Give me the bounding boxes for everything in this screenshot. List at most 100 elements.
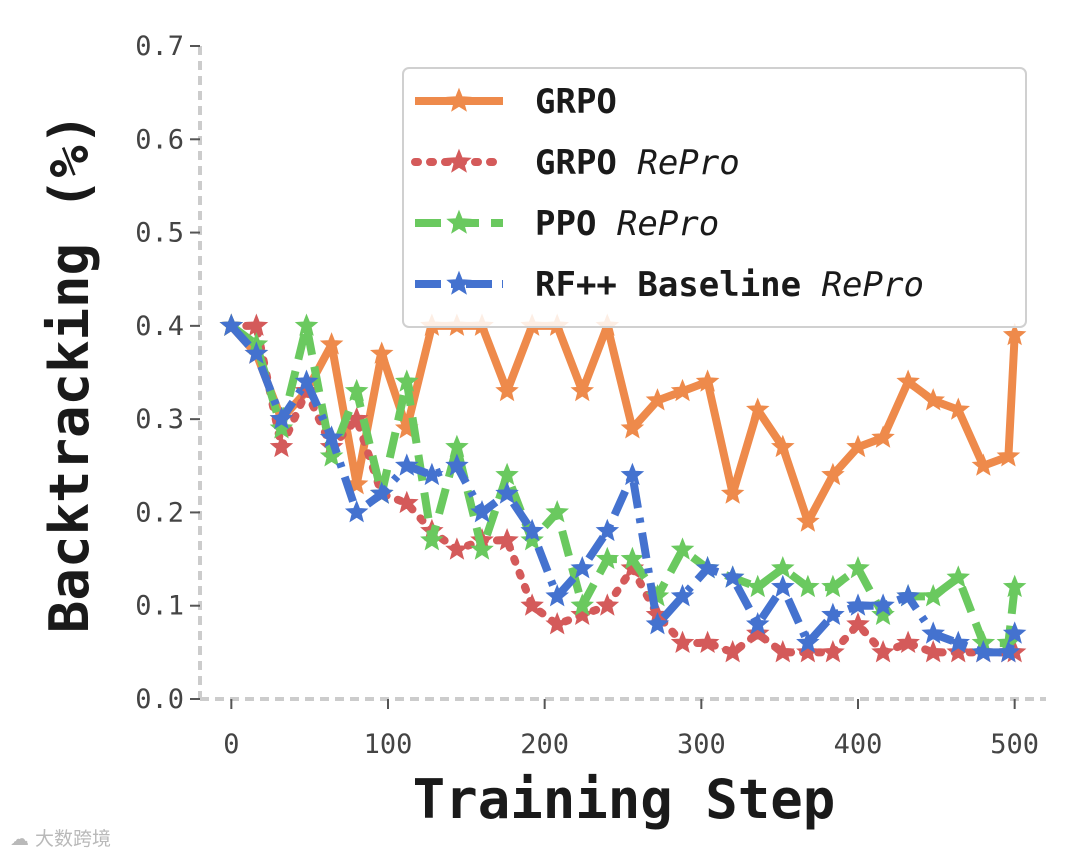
series-marker bbox=[746, 621, 770, 644]
series-marker bbox=[871, 602, 895, 626]
series-marker bbox=[921, 621, 945, 644]
series-marker bbox=[645, 612, 670, 635]
series-marker bbox=[495, 378, 519, 402]
series-marker bbox=[896, 584, 920, 607]
series-marker bbox=[620, 462, 645, 486]
series-marker bbox=[670, 630, 695, 654]
y-tick-label: 0.6 bbox=[135, 124, 184, 155]
watermark-text: 大数跨境 bbox=[35, 828, 112, 850]
series-marker bbox=[1002, 322, 1027, 346]
series-marker bbox=[395, 453, 419, 476]
y-tick-label: 0.3 bbox=[135, 404, 184, 435]
x-tick-label: 100 bbox=[364, 729, 413, 760]
series-marker bbox=[269, 434, 294, 458]
series-marker bbox=[595, 518, 620, 542]
legend-marker-3 bbox=[446, 270, 472, 295]
series-marker bbox=[921, 640, 946, 663]
series-marker bbox=[996, 444, 1021, 467]
series-marker bbox=[294, 313, 319, 336]
series-marker bbox=[996, 640, 1021, 663]
series-marker bbox=[846, 612, 870, 635]
series-marker bbox=[821, 640, 845, 663]
watermark: ☁ 大数跨境 bbox=[10, 824, 111, 851]
series-marker bbox=[946, 565, 970, 588]
series-marker bbox=[720, 565, 745, 588]
series-marker bbox=[746, 612, 770, 635]
series-marker bbox=[570, 602, 595, 626]
y-tick-label: 0.4 bbox=[135, 311, 184, 342]
series-marker bbox=[445, 537, 469, 560]
tick-marks bbox=[190, 45, 1016, 709]
series-marker bbox=[946, 640, 971, 663]
series-marker bbox=[745, 574, 770, 598]
series-marker bbox=[971, 453, 996, 476]
series-marker bbox=[445, 434, 469, 458]
series-marker bbox=[720, 640, 745, 663]
series-marker bbox=[746, 397, 770, 420]
x-axis-title: Training Step bbox=[413, 768, 836, 831]
series-marker bbox=[946, 397, 970, 420]
axes-frame bbox=[198, 46, 1046, 701]
x-tick-label: 200 bbox=[520, 729, 569, 760]
series-marker bbox=[896, 630, 920, 654]
series-marker bbox=[344, 378, 369, 402]
series-marker bbox=[570, 593, 594, 616]
series-marker bbox=[946, 630, 970, 654]
series-marker bbox=[871, 593, 895, 616]
series-marker bbox=[821, 462, 845, 486]
series-marker bbox=[470, 500, 494, 523]
legend-marker-1 bbox=[446, 148, 472, 173]
series-marker bbox=[395, 369, 419, 392]
series-marker bbox=[620, 546, 645, 570]
series-marker bbox=[670, 378, 695, 402]
series-marker bbox=[570, 378, 595, 402]
x-tick-label: 500 bbox=[990, 729, 1039, 760]
series-marker bbox=[921, 388, 945, 411]
series-marker bbox=[821, 602, 845, 626]
series-marker bbox=[921, 584, 945, 607]
series-line bbox=[228, 323, 1019, 657]
series-marker bbox=[344, 500, 369, 523]
series-marker bbox=[595, 546, 620, 570]
series-marker bbox=[846, 593, 870, 616]
series-marker bbox=[796, 640, 820, 663]
series-3 bbox=[219, 313, 1027, 663]
series-marker bbox=[846, 434, 870, 458]
series-marker bbox=[971, 640, 996, 663]
series-marker bbox=[244, 313, 269, 336]
x-tick-label: 0 bbox=[223, 729, 239, 760]
series-marker bbox=[846, 556, 870, 579]
series-marker bbox=[871, 640, 895, 663]
series-marker bbox=[545, 500, 569, 523]
series-marker bbox=[871, 425, 895, 448]
y-tick-label: 0.5 bbox=[135, 218, 184, 249]
series-marker bbox=[520, 528, 544, 551]
legend-marker-0 bbox=[446, 87, 472, 112]
series-1 bbox=[219, 313, 1027, 663]
series-marker bbox=[294, 369, 319, 392]
legend-label-3: RF++ Baseline RePro bbox=[535, 265, 924, 305]
y-tick-label: 0.0 bbox=[135, 684, 184, 715]
series-marker bbox=[796, 574, 820, 598]
series-marker bbox=[495, 528, 519, 551]
series-marker bbox=[796, 630, 820, 654]
series-marker bbox=[244, 341, 269, 364]
series-marker bbox=[545, 584, 569, 607]
series-marker bbox=[545, 612, 569, 635]
legend-box bbox=[402, 67, 1027, 328]
series-marker bbox=[796, 509, 820, 532]
series-marker bbox=[896, 369, 920, 392]
series-marker bbox=[269, 406, 294, 430]
series-marker bbox=[770, 574, 795, 598]
tick-labels: 0 100 200 300 400 500 0.0 0.1 0.2 0.3 0.4 0.5 0.6 0.7 bbox=[135, 31, 1039, 760]
series-marker bbox=[771, 556, 795, 579]
series-marker bbox=[369, 341, 394, 364]
series-marker bbox=[645, 388, 670, 411]
legend-marker-2 bbox=[446, 209, 472, 234]
series-marker bbox=[770, 640, 795, 663]
y-axis-title: Backtracking (%) bbox=[38, 113, 101, 633]
series-marker bbox=[445, 453, 469, 476]
series-marker bbox=[670, 584, 695, 607]
series-marker bbox=[520, 593, 544, 616]
